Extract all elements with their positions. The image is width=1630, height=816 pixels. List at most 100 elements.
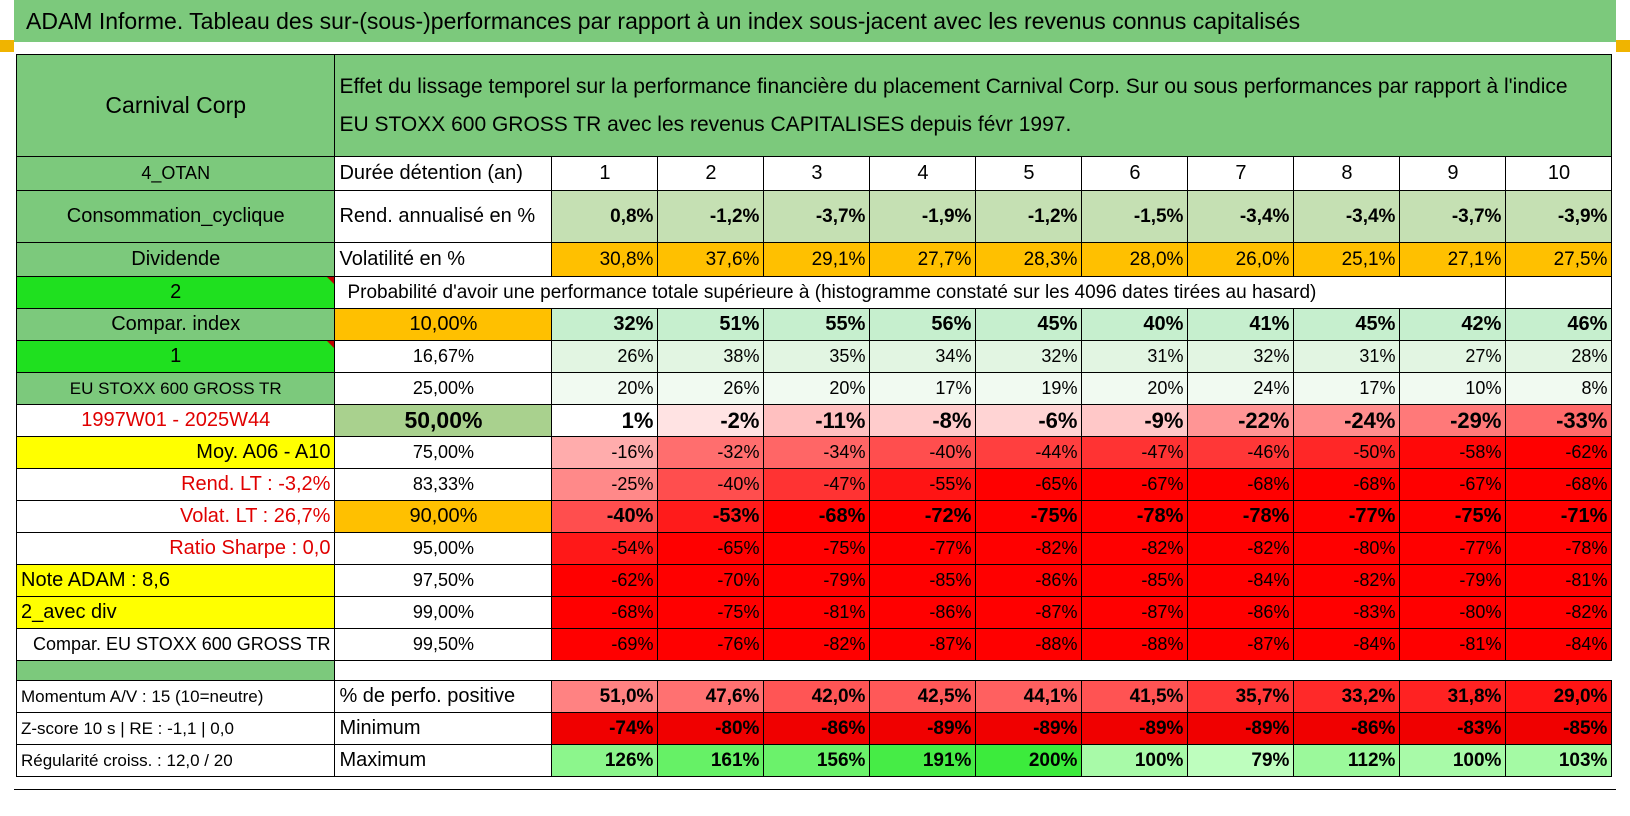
quantile-value[interactable]: -65%	[657, 532, 765, 565]
quantile-value[interactable]: -86%	[975, 564, 1083, 597]
quantile-value[interactable]: -33%	[1505, 404, 1613, 437]
quantile-value[interactable]: 17%	[869, 372, 977, 405]
quantile-value[interactable]: -84%	[1187, 564, 1295, 597]
maximum-value[interactable]: 161%	[657, 744, 765, 777]
duree-label[interactable]: Durée détention (an)	[334, 156, 553, 191]
volat-label[interactable]: Volatilité en %	[334, 242, 553, 277]
quantile-value[interactable]: 28%	[1505, 340, 1613, 373]
quantile-value[interactable]: -87%	[1187, 628, 1295, 661]
maximum-label[interactable]: Maximum	[334, 744, 553, 777]
rend-value[interactable]: -3,9%	[1505, 190, 1613, 243]
volat-value[interactable]: 37,6%	[657, 242, 765, 277]
quantile-value[interactable]: -82%	[763, 628, 871, 661]
quantile-value[interactable]: 20%	[551, 372, 659, 405]
year-header[interactable]: 5	[975, 156, 1083, 191]
header-description[interactable]: Effet du lissage temporel sur la perform…	[334, 54, 1613, 157]
quantile-value[interactable]: -58%	[1399, 436, 1507, 469]
quantile-value[interactable]: 17%	[1293, 372, 1401, 405]
year-header[interactable]: 1	[551, 156, 659, 191]
quantile-value[interactable]: -68%	[763, 500, 871, 533]
rend-value[interactable]: -3,7%	[763, 190, 871, 243]
volat-value[interactable]: 28,0%	[1081, 242, 1189, 277]
quantile-value[interactable]: 19%	[975, 372, 1083, 405]
quantile-value[interactable]: -34%	[763, 436, 871, 469]
quantile-value[interactable]: 46%	[1505, 308, 1613, 341]
quantile-label[interactable]: 99,00%	[334, 596, 553, 629]
quantile-value[interactable]: -68%	[1187, 468, 1295, 501]
proba-label[interactable]: Probabilité d'avoir une performance tota…	[334, 276, 1400, 309]
quantile-value[interactable]: 31%	[1081, 340, 1189, 373]
quantile-label[interactable]: 75,00%	[334, 436, 553, 469]
pct-pos-value[interactable]: 42,0%	[763, 680, 871, 713]
volat-value[interactable]: 25,1%	[1293, 242, 1401, 277]
maximum-value[interactable]: 156%	[763, 744, 871, 777]
quantile-value[interactable]: 10%	[1399, 372, 1507, 405]
quantile-value[interactable]: -78%	[1505, 532, 1613, 565]
quantile-value[interactable]: -40%	[657, 468, 765, 501]
year-header[interactable]: 8	[1293, 156, 1401, 191]
pct-pos-value[interactable]: 42,5%	[869, 680, 977, 713]
sector-label[interactable]: Consommation_cyclique	[15, 190, 336, 243]
quantile-value[interactable]: -40%	[869, 436, 977, 469]
quantile-value[interactable]: -25%	[551, 468, 659, 501]
quantile-value[interactable]: 26%	[657, 372, 765, 405]
quantile-value[interactable]: 38%	[657, 340, 765, 373]
quantile-value[interactable]: -81%	[763, 596, 871, 629]
pct-pos-value[interactable]: 41,5%	[1081, 680, 1189, 713]
quantile-value[interactable]: 55%	[763, 308, 871, 341]
rend-value[interactable]: -1,2%	[657, 190, 765, 243]
pct-pos-value[interactable]: 29,0%	[1505, 680, 1613, 713]
quantile-value[interactable]: 1%	[551, 404, 659, 437]
empty-cell[interactable]	[1505, 276, 1613, 309]
maximum-value[interactable]: 126%	[551, 744, 659, 777]
empty-cell[interactable]	[1399, 276, 1507, 309]
zscore-label[interactable]: Z-score 10 s | RE : -1,1 | 0,0	[15, 712, 336, 745]
quantile-value[interactable]: -85%	[1081, 564, 1189, 597]
quantile-value[interactable]: -77%	[869, 532, 977, 565]
year-header[interactable]: 9	[1399, 156, 1507, 191]
quantile-value[interactable]: -22%	[1187, 404, 1295, 437]
quantile-label[interactable]: 99,50%	[334, 628, 553, 661]
quantile-value[interactable]: -79%	[763, 564, 871, 597]
quantile-value[interactable]: -50%	[1293, 436, 1401, 469]
quantile-value[interactable]: -8%	[869, 404, 977, 437]
quantile-value[interactable]: 32%	[551, 308, 659, 341]
quantile-value[interactable]: 8%	[1505, 372, 1613, 405]
spacer-cell[interactable]	[15, 660, 336, 681]
quantile-value[interactable]: -88%	[975, 628, 1083, 661]
quantile-value[interactable]: -46%	[1187, 436, 1295, 469]
maximum-value[interactable]: 191%	[869, 744, 977, 777]
quantile-value[interactable]: -68%	[1293, 468, 1401, 501]
quantile-value[interactable]: -78%	[1081, 500, 1189, 533]
year-header[interactable]: 10	[1505, 156, 1613, 191]
quantile-value[interactable]: -75%	[975, 500, 1083, 533]
volat-value[interactable]: 27,5%	[1505, 242, 1613, 277]
rend-value[interactable]: -3,7%	[1399, 190, 1507, 243]
maximum-value[interactable]: 79%	[1187, 744, 1295, 777]
quantile-value[interactable]: -40%	[551, 500, 659, 533]
quantile-value[interactable]: -80%	[1293, 532, 1401, 565]
minimum-value[interactable]: -89%	[1081, 712, 1189, 745]
quantile-value[interactable]: 45%	[1293, 308, 1401, 341]
quantile-value[interactable]: -71%	[1505, 500, 1613, 533]
quantile-value[interactable]: -47%	[1081, 436, 1189, 469]
quantile-value[interactable]: -81%	[1505, 564, 1613, 597]
quantile-value[interactable]: -77%	[1399, 532, 1507, 565]
rend-value[interactable]: -3,4%	[1293, 190, 1401, 243]
rend-value[interactable]: -3,4%	[1187, 190, 1295, 243]
quantile-label[interactable]: 97,50%	[334, 564, 553, 597]
quantile-value[interactable]: 32%	[975, 340, 1083, 373]
quantile-value[interactable]: 42%	[1399, 308, 1507, 341]
quantile-label[interactable]: 95,00%	[334, 532, 553, 565]
quantile-value[interactable]: -82%	[1187, 532, 1295, 565]
pct-pos-value[interactable]: 47,6%	[657, 680, 765, 713]
quantile-value[interactable]: 24%	[1187, 372, 1295, 405]
quantile-value[interactable]: -88%	[1081, 628, 1189, 661]
quantile-value[interactable]: -77%	[1293, 500, 1401, 533]
volat-value[interactable]: 27,7%	[869, 242, 977, 277]
group-label[interactable]: 4_OTAN	[15, 156, 336, 191]
volat-value[interactable]: 30,8%	[551, 242, 659, 277]
quantile-label[interactable]: 90,00%	[334, 500, 553, 533]
year-header[interactable]: 2	[657, 156, 765, 191]
maximum-value[interactable]: 200%	[975, 744, 1083, 777]
